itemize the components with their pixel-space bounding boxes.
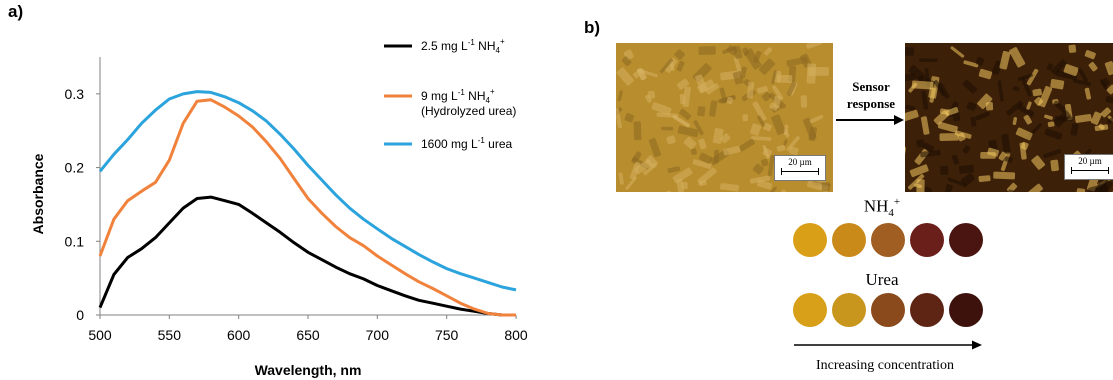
absorbance-chart: 500 550 600 650 700 750 800 0 0.1 0.2 0.3 Wavelengt… [0,0,600,380]
micro-crystal [681,182,687,189]
legend-label-0: 2.5 mg L-1 NH4+ [421,37,505,55]
micro-crystal [978,175,990,182]
micro-crystal [698,46,715,55]
x-tick-label-6: 800 [504,327,528,343]
y-tick-label-3: 0.3 [65,86,85,102]
scale-bar-left: 20 µm [774,155,826,181]
x-tick-label-3: 650 [296,327,320,343]
legend-label-2: 1600 mg L-1 urea [421,136,513,151]
micro-crystal [912,80,934,89]
series-line-1 [100,100,516,315]
y-tick-label-0: 0 [76,307,84,323]
x-axis-label: Wavelength, nm [255,362,362,378]
nh4-swatch-2 [871,223,905,257]
sensor-label-line2: response [836,95,906,112]
nh4-label-main: NH [864,197,889,216]
x-tick-label-1: 550 [158,327,182,343]
nh4-swatch-3 [910,223,944,257]
urea-swatch-1 [832,293,866,327]
urea-swatch-3 [910,293,944,327]
x-tick-label-2: 600 [227,327,251,343]
y-axis-label: Absorbance [30,153,46,234]
micro-crystal [633,121,641,140]
scale-bar-right-text: 20 µm [1065,156,1113,166]
nh4-swatch-1 [832,223,866,257]
series-line-0 [100,197,516,315]
micro-crystal [905,47,914,56]
increasing-concentration-label: Increasing concentration [790,358,980,374]
micro-crystal [661,127,673,131]
micro-crystal [916,179,924,192]
micro-image-after: 20 µm [905,43,1113,192]
sensor-response-label: Sensor response [836,78,906,112]
legend-label-1-line2: (Hydrolyzed urea) [421,104,516,118]
micro-crystal [916,139,924,147]
x-tick-label-0: 500 [88,327,112,343]
urea-swatch-4 [949,293,983,327]
micro-crystal [986,102,993,111]
y-tick-label-2: 0.2 [65,160,85,176]
urea-swatch-row [793,293,983,327]
micro-crystal [959,165,974,174]
x-tick-label-5: 750 [435,327,459,343]
micro-crystal [1055,116,1073,121]
x-tick-label-4: 700 [366,327,390,343]
micro-crystal [742,114,748,121]
micro-crystal [806,63,816,83]
micro-crystal [1050,159,1059,171]
micro-crystal [919,58,938,62]
micro-image-before: 20 µm [616,43,833,192]
scale-bar-left-text: 20 µm [775,157,825,167]
micro-crystal [697,106,705,116]
urea-row-label: Urea [842,270,922,290]
nh4-label-sub: 4 [888,207,894,219]
micro-crystal [993,172,1015,180]
micro-crystal [648,91,656,99]
nh4-label-sup: + [894,196,900,208]
urea-swatch-2 [871,293,905,327]
micro-crystal [801,95,807,107]
increasing-arrow-icon [792,339,984,351]
urea-swatch-0 [793,293,827,327]
nh4-row-label: NH4+ [842,196,922,219]
y-tick-label-1: 0.1 [65,233,85,249]
nh4-swatch-row [793,223,983,257]
micro-crystal [1068,44,1076,53]
micro-crystal [940,166,948,175]
nh4-swatch-4 [949,223,983,257]
micro-crystal [822,182,830,191]
series-line-2 [100,92,516,290]
nh4-swatch-0 [793,223,827,257]
sensor-label-line1: Sensor [836,78,906,95]
sensor-arrow-icon [834,114,906,126]
scale-bar-right: 20 µm [1064,154,1113,180]
legend-label-1: 9 mg L-1 NH4+ [421,87,495,105]
